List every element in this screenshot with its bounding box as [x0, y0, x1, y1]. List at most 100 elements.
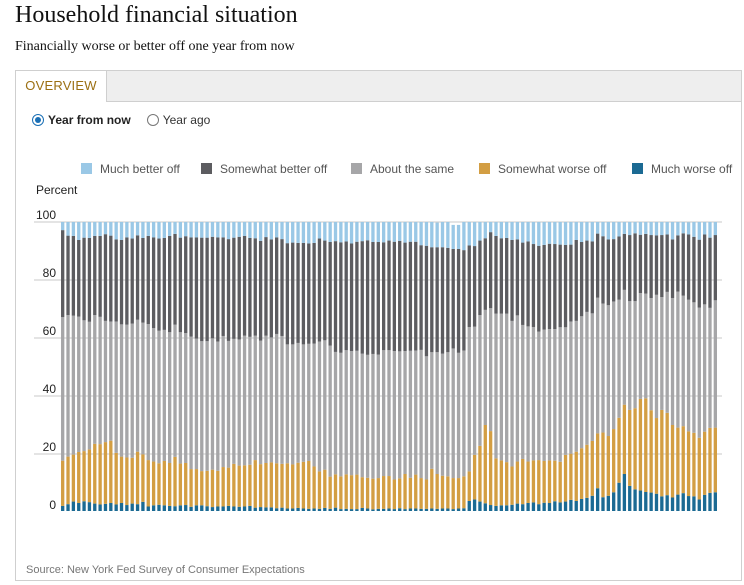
bar-segment	[601, 432, 605, 498]
bar-segment	[323, 240, 327, 341]
bar-segment	[291, 344, 295, 465]
bar-segment	[612, 301, 616, 430]
bar-segment	[660, 222, 664, 236]
bar-segment	[681, 295, 685, 427]
y-tick-label: 100	[36, 208, 56, 222]
bar-segment	[119, 239, 124, 325]
bar-segment	[638, 293, 643, 399]
bar-segment	[87, 449, 92, 503]
bar-segment	[617, 222, 621, 237]
bar-segment	[210, 469, 215, 508]
bar-segment	[323, 469, 327, 508]
bar-segment	[200, 237, 204, 342]
bar-segment	[184, 505, 188, 511]
bar-segment	[435, 352, 439, 475]
bar-segment	[660, 297, 664, 410]
stacked-bar-chart: Much better off Somewhat better off About …	[34, 162, 733, 511]
bar-segment	[146, 460, 150, 507]
bar-segment	[585, 311, 589, 445]
bar-segment	[392, 222, 397, 242]
radio-year-from-now[interactable]: Year from now	[32, 113, 131, 127]
bar-segment	[291, 222, 295, 243]
bar-segment	[125, 237, 129, 325]
bar-segment	[253, 335, 257, 461]
bar-segment	[408, 350, 413, 478]
bar-segment	[526, 326, 530, 462]
bar-segment	[697, 499, 701, 511]
bar-segment	[226, 505, 231, 511]
bar-segment	[456, 352, 461, 479]
bar-segment	[606, 495, 610, 511]
bar-segment	[478, 222, 482, 241]
bar-segment	[681, 493, 685, 511]
bar-segment	[430, 508, 434, 511]
bar-segment	[360, 353, 364, 478]
radio-unchecked-icon[interactable]	[146, 114, 159, 126]
bar-segment	[135, 319, 140, 452]
bar-segment	[708, 492, 712, 511]
bar-segment	[526, 222, 530, 242]
bar-segment	[649, 235, 653, 298]
bar-segment	[103, 234, 108, 321]
bar-segment	[269, 239, 273, 338]
bar-segment	[381, 222, 386, 243]
bar-segment	[686, 222, 691, 235]
bar-segment	[371, 353, 375, 479]
bar-segment	[376, 478, 380, 509]
bar-segment	[66, 315, 70, 457]
bar-segment	[408, 222, 413, 242]
bar-segment	[146, 235, 150, 325]
bar-segment	[403, 351, 407, 475]
bar-segment	[119, 222, 124, 240]
bar-segment	[323, 507, 327, 511]
bar-segment	[408, 508, 413, 511]
bar-segment	[392, 241, 397, 352]
bar-segment	[258, 464, 263, 508]
bar-segment	[569, 321, 573, 454]
bar-segment	[253, 238, 257, 336]
legend-swatch	[351, 163, 362, 174]
bar-segment	[130, 238, 134, 324]
bar-segment	[702, 431, 707, 495]
bar-segment	[681, 222, 685, 234]
bar-segment	[360, 507, 364, 511]
bar-segment	[280, 507, 284, 511]
radio-checked-icon[interactable]	[32, 114, 44, 126]
bar-segment	[317, 341, 322, 472]
bar-segment	[103, 442, 108, 504]
bar-segment	[248, 336, 252, 465]
bar-segment	[617, 482, 621, 511]
bar-segment	[173, 222, 177, 234]
bar-segment	[697, 307, 701, 438]
bar-segment	[119, 324, 124, 457]
bar-segment	[622, 233, 627, 290]
bar-segment	[430, 222, 434, 248]
legend-label: Somewhat worse off	[498, 162, 607, 176]
bar-segment	[344, 474, 348, 509]
bar-segment	[628, 409, 632, 486]
bar-segment	[558, 327, 562, 462]
bar-segment	[472, 326, 477, 455]
bar-segment	[280, 335, 284, 464]
bar-segment	[269, 222, 273, 240]
bar-segment	[665, 291, 669, 413]
bar-segment	[494, 505, 498, 511]
bar-segment	[189, 222, 193, 238]
bar-segment	[398, 222, 402, 241]
legend-swatch	[479, 163, 490, 174]
bar-segment	[291, 242, 295, 345]
radio-year-ago[interactable]: Year ago	[146, 113, 210, 127]
bar-segment	[205, 506, 209, 511]
bar-segment	[702, 234, 707, 305]
bar-segment	[676, 222, 680, 236]
bar-segment	[339, 509, 343, 511]
bar-segment	[61, 222, 65, 231]
bar-segment	[205, 470, 209, 507]
tab-overview[interactable]: OVERVIEW	[16, 71, 107, 102]
bar-segment	[178, 505, 183, 511]
bar-segment	[590, 222, 594, 242]
bar-segment	[221, 467, 225, 507]
bar-segment	[472, 246, 477, 327]
bar-segment	[232, 338, 236, 464]
bar-segment	[269, 507, 273, 511]
